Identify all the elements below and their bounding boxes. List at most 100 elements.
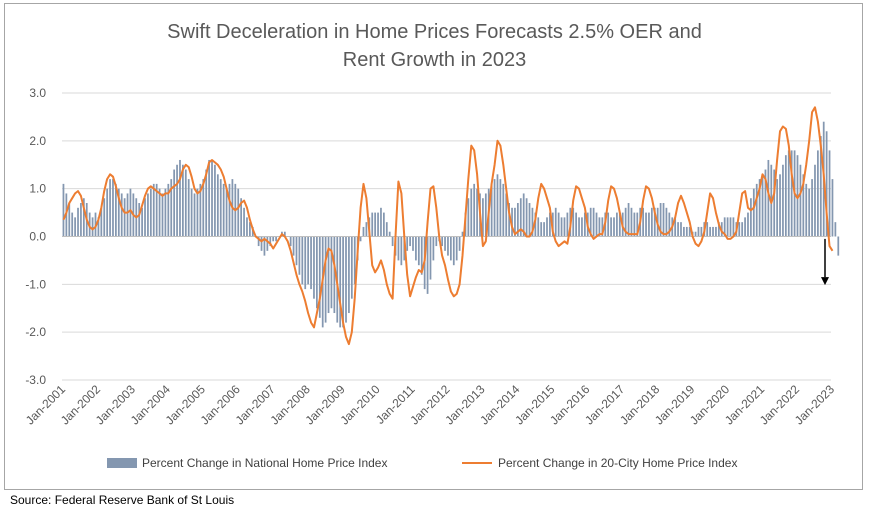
- bar: [831, 179, 834, 237]
- bar: [426, 236, 429, 294]
- bar: [799, 164, 802, 237]
- bar: [755, 183, 758, 237]
- bar: [199, 183, 202, 237]
- bar: [106, 188, 109, 237]
- y-tick-label: 3.0: [29, 86, 46, 100]
- bar: [683, 226, 685, 237]
- bar: [814, 164, 816, 237]
- bar: [476, 188, 478, 237]
- bar: [80, 203, 82, 237]
- bar: [406, 236, 409, 251]
- bar: [144, 198, 146, 237]
- bar: [557, 212, 560, 237]
- bar: [522, 193, 525, 237]
- bar: [747, 212, 749, 237]
- bar: [790, 150, 793, 237]
- bar: [738, 222, 741, 237]
- bar: [782, 164, 784, 237]
- bar: [543, 222, 545, 237]
- bar: [452, 236, 455, 266]
- bar: [115, 183, 117, 237]
- bar: [158, 188, 161, 237]
- bar: [397, 236, 400, 261]
- bar: [563, 217, 566, 237]
- bar: [531, 207, 534, 237]
- bar: [825, 131, 828, 237]
- bar: [677, 222, 679, 237]
- bar: [697, 226, 700, 237]
- bar: [109, 179, 111, 237]
- bar: [176, 164, 178, 237]
- bar: [540, 222, 543, 237]
- bar: [243, 207, 245, 237]
- bar: [409, 236, 411, 247]
- bar: [155, 183, 158, 237]
- bar: [182, 164, 184, 237]
- chart-frame: Swift Deceleration in Home Prices Foreca…: [4, 3, 863, 490]
- bar: [837, 236, 840, 256]
- bar: [560, 217, 563, 237]
- bar: [467, 198, 470, 237]
- bar: [566, 212, 569, 237]
- bar: [624, 207, 627, 237]
- bar: [694, 231, 697, 237]
- bar: [257, 236, 260, 247]
- bar: [240, 198, 243, 237]
- bar: [752, 188, 755, 237]
- bar: [348, 236, 350, 314]
- bar: [455, 236, 458, 261]
- bar: [668, 212, 671, 237]
- bar: [723, 217, 726, 237]
- bar: [726, 217, 729, 237]
- bar: [342, 236, 344, 328]
- bar: [435, 236, 438, 247]
- bar: [417, 236, 420, 266]
- bar: [828, 150, 831, 237]
- bar: [528, 203, 531, 237]
- bar: [129, 188, 132, 237]
- bar: [787, 150, 790, 237]
- bar: [805, 183, 808, 237]
- bar: [214, 164, 216, 237]
- bar: [601, 217, 604, 237]
- bar: [350, 236, 353, 299]
- bar: [773, 169, 776, 237]
- bar: [819, 136, 822, 237]
- annotation-arrow-head: [821, 277, 829, 286]
- bar: [598, 217, 601, 237]
- bar: [190, 188, 193, 237]
- bar: [554, 207, 557, 237]
- legend-label-national: Percent Change in National Home Price In…: [142, 456, 388, 470]
- bar: [316, 236, 318, 309]
- bar: [808, 188, 811, 237]
- bar: [534, 212, 537, 237]
- bar: [330, 236, 333, 309]
- bar: [382, 212, 385, 237]
- bar: [222, 183, 225, 237]
- bar: [444, 236, 446, 251]
- bar: [205, 169, 208, 237]
- bar: [120, 193, 123, 237]
- bar: [412, 236, 414, 251]
- bar: [161, 193, 164, 237]
- bar: [546, 217, 548, 237]
- bar: [525, 198, 528, 237]
- bar: [744, 217, 746, 237]
- bar: [184, 169, 187, 237]
- bar: [712, 226, 714, 237]
- bar: [266, 236, 269, 251]
- bar: [353, 236, 356, 285]
- bar: [164, 188, 167, 237]
- bar: [313, 236, 315, 299]
- bar: [391, 236, 394, 247]
- legend-swatch-line: [462, 462, 492, 464]
- bar: [170, 179, 173, 237]
- bar: [616, 212, 618, 237]
- bar: [62, 183, 65, 237]
- bar: [263, 236, 266, 256]
- bar: [295, 236, 298, 266]
- bar: [385, 222, 388, 237]
- bar: [607, 212, 610, 237]
- bar: [211, 159, 213, 237]
- bar: [429, 236, 432, 280]
